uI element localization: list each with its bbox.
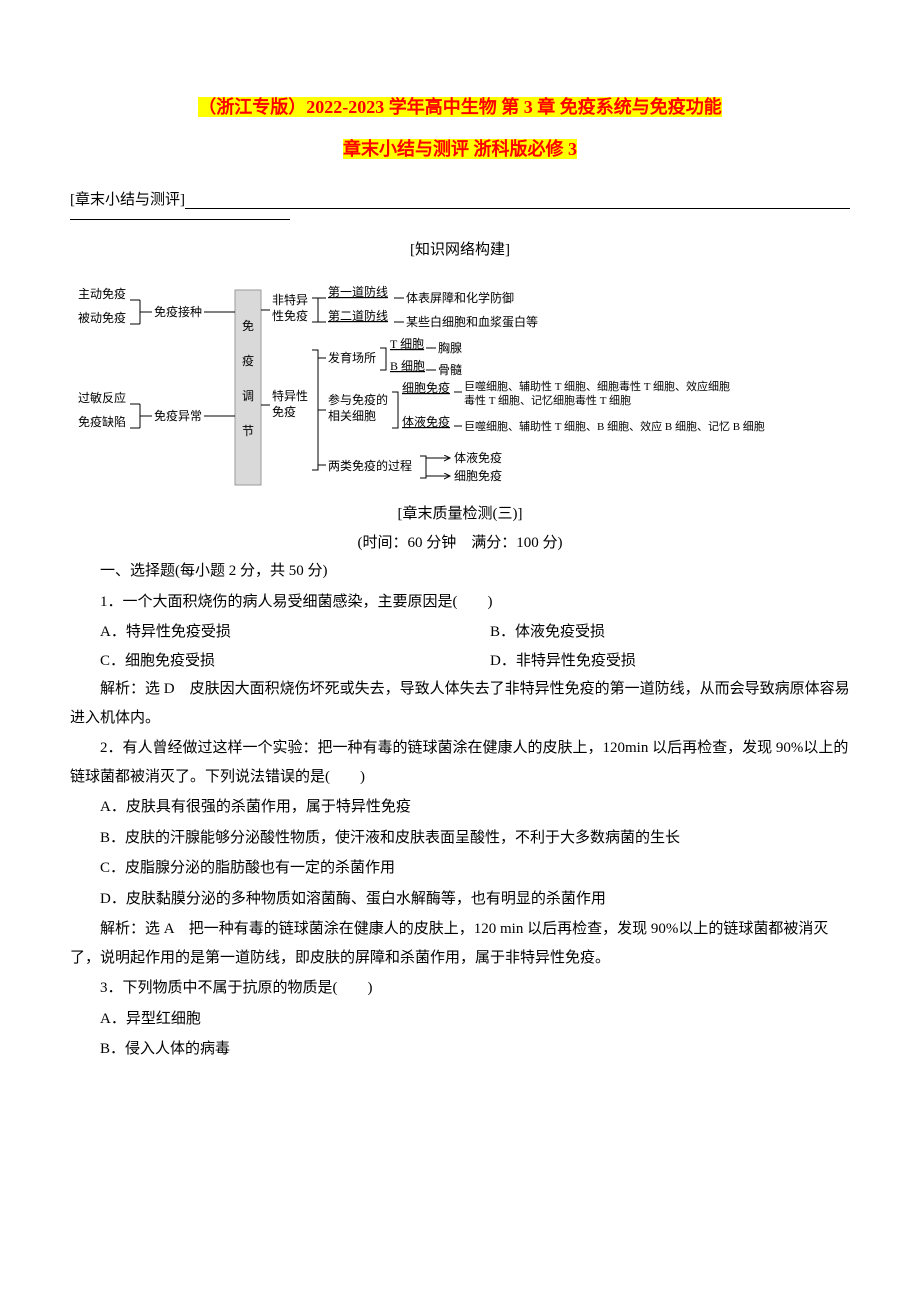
- knowledge-network-header: [知识网络构建]: [70, 236, 850, 265]
- r-cell-immunity: 细胞免疫: [402, 380, 450, 395]
- r-second-defense: 第二道防线: [328, 308, 388, 323]
- l-passive-immunity: 被动免疫: [78, 310, 126, 325]
- r-bcell: B 细胞: [390, 359, 425, 373]
- title-highlight-1: （浙江专版）2022-2023 学年高中生物 第 3 章 免疫系统与免疫功能: [198, 97, 722, 117]
- diagram-bracket: [380, 348, 386, 370]
- q1-opt-d: D．非特异性免疫受损: [460, 647, 850, 676]
- test-info: (时间：60 分钟 满分：100 分): [70, 529, 850, 558]
- diagram-bracket: [420, 456, 426, 478]
- r-nonspecific-2: 性免疫: [272, 308, 308, 323]
- section-summary-header-row: [章末小结与测评]: [70, 186, 850, 215]
- r-humoral-immunity-desc: 巨噬细胞、辅助性 T 细胞、B 细胞、效应 B 细胞、记忆 B 细胞: [464, 419, 765, 433]
- doc-title-line2: 章末小结与测评 浙科版必修 3: [70, 132, 850, 166]
- l-immunodeficiency: 免疫缺陷: [78, 414, 126, 429]
- q2-opt-a: A．皮肤具有很强的杀菌作用，属于特异性免疫: [70, 793, 850, 822]
- r-first-defense-desc: 体表屏障和化学防御: [406, 290, 514, 305]
- q1-stem: 1．一个大面积烧伤的病人易受细菌感染，主要原因是( ): [70, 588, 850, 617]
- r-two-types: 两类免疫的过程: [328, 458, 412, 473]
- knowledge-diagram: 免 疫 调 节 主动免疫 被动免疫 免疫接种 过敏反应 免疫缺陷 免疫异常 非特…: [70, 270, 850, 490]
- l-allergy: 过敏反应: [78, 390, 126, 405]
- r-humoral-immunity: 体液免疫: [402, 414, 450, 429]
- r-thymus: 胸腺: [438, 340, 462, 355]
- q3-opt-a: A．异型红细胞: [70, 1005, 850, 1034]
- r-specific-1: 特异性: [272, 388, 308, 403]
- q3-opt-b: B．侵入人体的病毒: [70, 1035, 850, 1064]
- q2-stem: 2．有人曾经做过这样一个实验：把一种有毒的链球菌涂在健康人的皮肤上，120min…: [70, 734, 850, 791]
- r-specific-2: 免疫: [272, 404, 296, 419]
- center-char-3: 调: [242, 389, 254, 403]
- r-cells-1: 参与免疫的: [328, 392, 388, 407]
- title-highlight-2: 章末小结与测评 浙科版必修 3: [343, 139, 577, 159]
- center-char-2: 疫: [242, 353, 254, 368]
- q1-row-cd: C．细胞免疫受损 D．非特异性免疫受损: [70, 647, 850, 676]
- q3-stem: 3．下列物质中不属于抗原的物质是( ): [70, 974, 850, 1003]
- l-active-immunity: 主动免疫: [78, 286, 126, 301]
- r-nonspecific-1: 非特异: [272, 292, 308, 307]
- center-char-4: 节: [242, 424, 254, 438]
- section-summary-header: [章末小结与测评]: [70, 186, 185, 215]
- diagram-bracket: [392, 392, 398, 428]
- l-vaccination: 免疫接种: [154, 304, 202, 319]
- doc-title-line1: （浙江专版）2022-2023 学年高中生物 第 3 章 免疫系统与免疫功能: [70, 90, 850, 124]
- center-char-1: 免: [242, 318, 254, 333]
- diagram-bracket: [312, 350, 318, 470]
- diagram-bracket: [312, 298, 318, 322]
- r-second-defense-desc: 某些白细胞和血浆蛋白等: [406, 314, 538, 329]
- r-marrow: 骨髓: [438, 363, 462, 377]
- q2-opt-d: D．皮肤黏膜分泌的多种物质如溶菌酶、蛋白水解酶等，也有明显的杀菌作用: [70, 885, 850, 914]
- r-dev-place: 发育场所: [328, 350, 376, 365]
- r-tcell: T 细胞: [390, 337, 424, 351]
- header-underline-2: [70, 219, 290, 220]
- q2-answer: 解析：选 A 把一种有毒的链球菌涂在健康人的皮肤上，120 min 以后再检查，…: [70, 915, 850, 972]
- q1-opt-a: A．特异性免疫受损: [70, 618, 460, 647]
- r-first-defense: 第一道防线: [328, 284, 388, 299]
- chapter-test-header: [章末质量检测(三)]: [70, 500, 850, 529]
- r-cell-immunity-desc1: 巨噬细胞、辅助性 T 细胞、细胞毒性 T 细胞、效应细胞: [464, 379, 730, 393]
- q2-opt-c: C．皮脂腺分泌的脂肪酸也有一定的杀菌作用: [70, 854, 850, 883]
- q1-opt-c: C．细胞免疫受损: [70, 647, 460, 676]
- r-cellular: 细胞免疫: [454, 468, 502, 483]
- r-cells-2: 相关细胞: [328, 409, 376, 423]
- q1-row-ab: A．特异性免疫受损 B．体液免疫受损: [70, 618, 850, 647]
- r-humoral: 体液免疫: [454, 450, 502, 465]
- q1-opt-b: B．体液免疫受损: [460, 618, 850, 647]
- q1-answer: 解析：选 D 皮肤因大面积烧伤坏死或失去，导致人体失去了非特异性免疫的第一道防线…: [70, 675, 850, 732]
- l-immune-abnormal: 免疫异常: [154, 408, 202, 423]
- r-cell-immunity-desc2: 毒性 T 细胞、记忆细胞毒性 T 细胞: [464, 393, 631, 407]
- q2-opt-b: B．皮肤的汗腺能够分泌酸性物质，使汗液和皮肤表面呈酸性，不利于大多数病菌的生长: [70, 824, 850, 853]
- header-underline: [185, 208, 850, 209]
- section-one-header: 一、选择题(每小题 2 分，共 50 分): [70, 557, 850, 586]
- diagram-svg: 免 疫 调 节 主动免疫 被动免疫 免疫接种 过敏反应 免疫缺陷 免疫异常 非特…: [70, 270, 850, 490]
